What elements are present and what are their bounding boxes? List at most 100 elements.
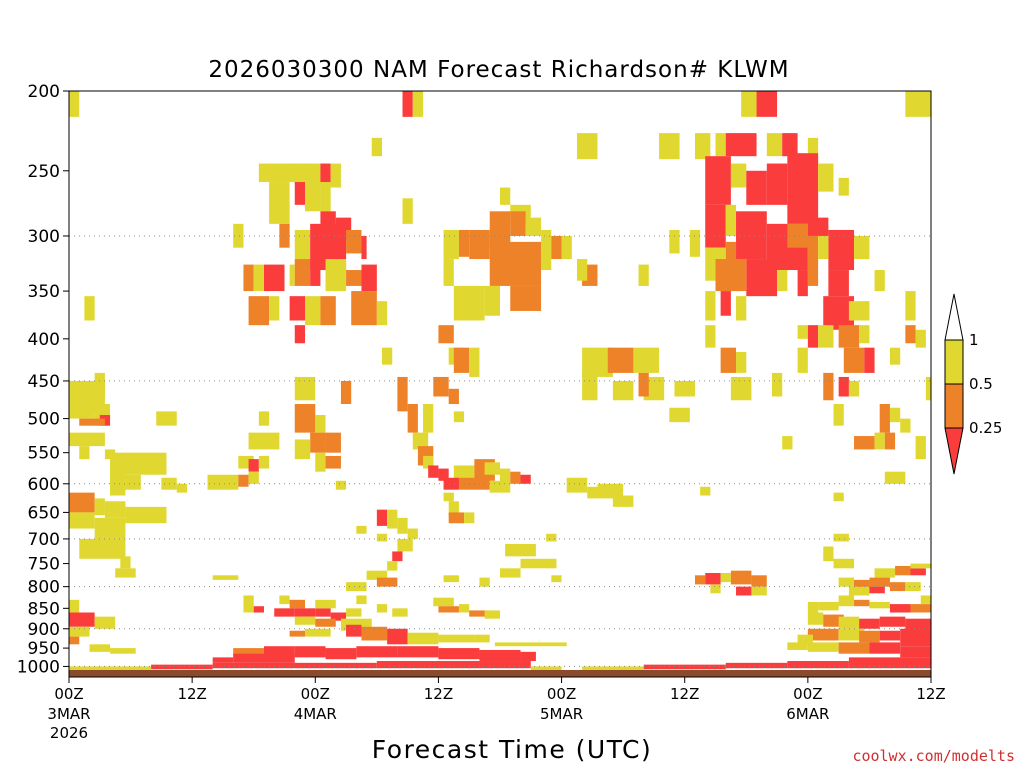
heatmap-cell-mid (458, 229, 470, 257)
heatmap-cell-high (294, 229, 311, 260)
heatmap-cell-low (869, 586, 885, 594)
heatmap-cell-high (500, 468, 511, 484)
heatmap-cell-high (920, 595, 931, 605)
heatmap-cell-high (705, 291, 716, 321)
heatmap-cell-mid (69, 492, 95, 513)
heatmap-cell-high (500, 187, 511, 205)
heatmap-cell-high (807, 601, 819, 613)
heatmap-cell-low (900, 646, 931, 658)
heatmap-cell-mid (320, 296, 336, 326)
heatmap-cell-high (479, 577, 490, 587)
heatmap-cell-low (263, 646, 295, 658)
heatmap-cell-high (320, 182, 331, 212)
heatmap-cell-low (782, 133, 798, 157)
heatmap-cell-high (253, 264, 264, 292)
heatmap-cell-low (787, 661, 849, 669)
heatmap-cell-low (725, 133, 757, 157)
heatmap-cell-high (710, 584, 721, 594)
y-tick-label: 650 (28, 503, 60, 523)
y-tick-label: 900 (28, 620, 60, 640)
heatmap-cell-low (766, 163, 788, 205)
heatmap-cell-low (797, 270, 808, 297)
legend-swatch-orange (944, 383, 964, 429)
heatmap-cell-mid (469, 610, 490, 617)
heatmap-cell-mid (787, 223, 808, 248)
heatmap-cell-mid (489, 241, 542, 286)
heatmap-cell-high (305, 628, 331, 637)
heatmap-cell-low (910, 568, 926, 576)
x-tick-label: 12Z (424, 685, 453, 703)
heatmap-cell-low (310, 259, 321, 286)
legend-swatch-low-arrow (944, 427, 964, 475)
y-tick-label: 450 (28, 372, 60, 392)
heatmap-cell-mid (438, 606, 459, 613)
heatmap-cell-low (438, 648, 480, 660)
y-tick-label: 1000 (17, 657, 60, 677)
heatmap-cell-low (397, 646, 439, 658)
heatmap-cell-mid (510, 285, 542, 311)
heatmap-cell-high (576, 133, 598, 160)
heatmap-cell-high (69, 432, 105, 447)
heatmap-cell-high (104, 449, 116, 460)
heatmap-cell-low (720, 291, 731, 316)
heatmap-cell-high (833, 492, 844, 502)
heatmap-cell-high (69, 599, 80, 613)
heatmap-cell-high (125, 474, 141, 490)
heatmap-cell-high (330, 163, 341, 188)
heatmap-cell-high (484, 610, 500, 619)
heatmap-cell-high (397, 538, 413, 552)
heatmap-cell-mid (294, 259, 311, 286)
heatmap-cell-low (356, 646, 398, 658)
heatmap-cell-high (797, 634, 813, 645)
heatmap-cell-mid (854, 579, 870, 589)
heatmap-cell-high (305, 296, 321, 326)
heatmap-cell-high (561, 235, 572, 260)
y-tick-label: 850 (28, 599, 60, 619)
heatmap-cell-high (751, 586, 767, 596)
heatmap-cell-high (494, 642, 567, 647)
heatmap-cell-mid (448, 512, 465, 524)
heatmap-cell-high (474, 634, 490, 643)
heatmap-cell-mid (884, 432, 896, 450)
y-tick-label: 400 (28, 330, 60, 350)
heatmap-cell-low (807, 217, 829, 236)
heatmap-cell-high (258, 163, 306, 183)
heatmap-cell-high (125, 506, 167, 524)
heatmap-cell-mid (730, 570, 752, 585)
heatmap-cell-high (448, 501, 459, 518)
heatmap-cell-high (848, 586, 870, 596)
heatmap-cell-low (905, 618, 931, 631)
heatmap-cell-low (848, 657, 931, 669)
heatmap-cells (69, 91, 931, 677)
heatmap-cell-high (156, 411, 177, 426)
heatmap-cell-high (402, 198, 413, 224)
heatmap-cell-low (864, 347, 875, 373)
heatmap-cell-mid (376, 577, 398, 587)
site-credit: coolwx.com/modelts (852, 747, 1015, 765)
heatmap-cell-low (879, 616, 906, 627)
heatmap-cell-low (233, 653, 295, 663)
heatmap-cell-high (720, 572, 731, 583)
heatmap-cell-high (376, 301, 388, 326)
heatmap-cell-high (69, 404, 95, 419)
heatmap-cell-mid (346, 229, 362, 254)
heatmap-cell-low (443, 477, 459, 490)
heatmap-cell-high (818, 601, 839, 611)
heatmap-cell-low (479, 649, 521, 662)
heatmap-cell-high (305, 182, 321, 212)
heatmap-cell-high (889, 407, 901, 423)
heatmap-cell-high (110, 452, 167, 475)
heatmap-cell-high (69, 512, 95, 529)
heatmap-cell-high (458, 604, 470, 613)
heatmap-cell-high (453, 285, 485, 321)
heatmap-cell-high (818, 325, 834, 348)
heatmap-cell-high (874, 568, 896, 578)
heatmap-cell-high (715, 133, 726, 157)
heatmap-cell-high (79, 538, 126, 559)
plot-frame (68, 90, 932, 678)
heatmap-cell-high (315, 599, 336, 609)
heatmap-cell-high (915, 436, 926, 460)
heatmap-cell-high (818, 163, 834, 192)
heatmap-cell-high (874, 270, 885, 292)
heatmap-cell-high (407, 632, 439, 645)
